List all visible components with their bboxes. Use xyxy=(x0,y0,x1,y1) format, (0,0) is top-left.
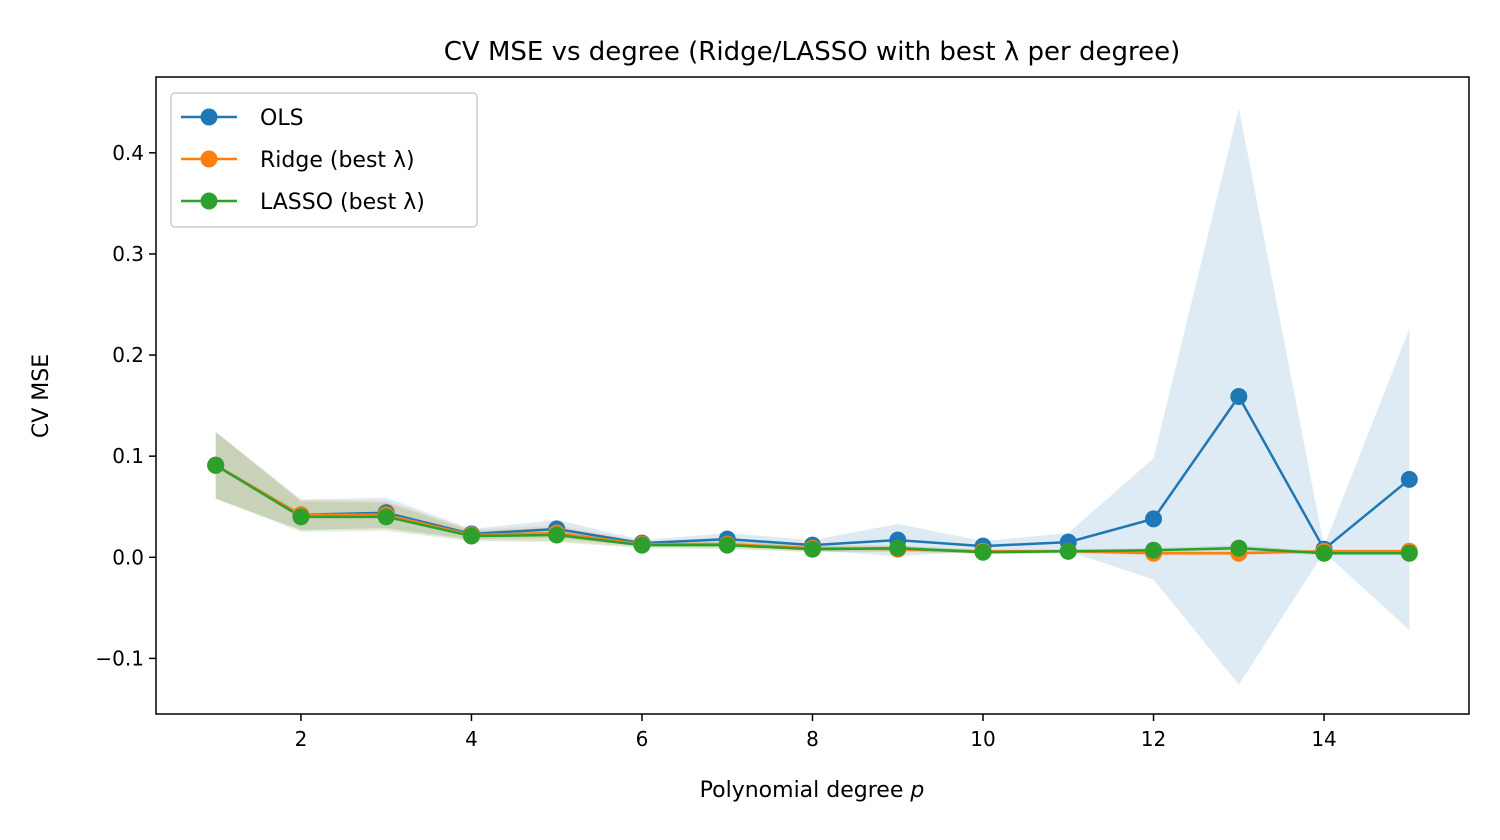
series-markers xyxy=(207,388,1418,562)
lasso-best-point xyxy=(889,539,907,557)
x-tick-label: 12 xyxy=(1141,727,1166,751)
lasso-best-point xyxy=(462,527,480,545)
y-tick-label: 0.3 xyxy=(112,242,144,266)
x-tick-label: 8 xyxy=(806,727,819,751)
ols-point xyxy=(1230,388,1248,406)
lasso-best-point xyxy=(1315,544,1333,562)
ols-band xyxy=(215,108,1410,685)
legend-ols-marker xyxy=(200,108,218,126)
lasso-best-point xyxy=(1059,542,1077,560)
lasso-best-point xyxy=(974,543,992,561)
y-tick-label: 0.4 xyxy=(112,141,144,165)
y-axis-label: CV MSE xyxy=(29,354,54,438)
x-tick-label: 14 xyxy=(1311,727,1336,751)
lasso-best-point xyxy=(1230,539,1248,557)
lasso-best-point xyxy=(292,508,310,526)
y-tick-label: 0.2 xyxy=(112,343,144,367)
y-tick-label: 0.1 xyxy=(112,444,144,468)
lasso-best-point xyxy=(548,526,566,544)
x-axis-ticks: 2 4 6 8 10 12 14 xyxy=(295,714,1337,751)
legend-ridge-best-marker xyxy=(200,150,218,168)
legend-frame xyxy=(170,92,478,228)
lasso-best-point xyxy=(633,536,651,554)
confidence-bands xyxy=(215,108,1410,685)
x-axis-label: Polynomial degree p xyxy=(700,778,925,803)
legend-ridge-best-label: Ridge (best λ) xyxy=(260,148,415,173)
ols-point xyxy=(1400,470,1418,488)
lasso-best-point xyxy=(377,508,395,526)
legend-ols-label: OLS xyxy=(260,106,304,131)
x-tick-label: 10 xyxy=(970,727,995,751)
lasso-best-point xyxy=(718,536,736,554)
lasso-best-point xyxy=(804,540,821,558)
ols-point xyxy=(1145,510,1163,528)
y-tick-label: −0.1 xyxy=(95,646,144,670)
y-tick-label: 0.0 xyxy=(112,545,144,569)
x-tick-label: 2 xyxy=(295,727,308,751)
legend-lasso-best-marker xyxy=(200,192,218,210)
legend-lasso-best-label: LASSO (best λ) xyxy=(260,190,425,215)
lasso-best-point xyxy=(1400,544,1418,562)
x-tick-label: 6 xyxy=(636,727,649,751)
x-tick-label: 4 xyxy=(465,727,478,751)
lasso-best-point xyxy=(1145,541,1163,559)
lasso-best-point xyxy=(207,456,225,474)
y-axis-ticks: −0.1 0.0 0.1 0.2 0.3 0.4 xyxy=(95,141,156,670)
legend: OLS Ridge (best λ) LASSO (best λ) xyxy=(170,92,478,228)
chart-title: CV MSE vs degree (Ridge/LASSO with best … xyxy=(444,37,1181,67)
